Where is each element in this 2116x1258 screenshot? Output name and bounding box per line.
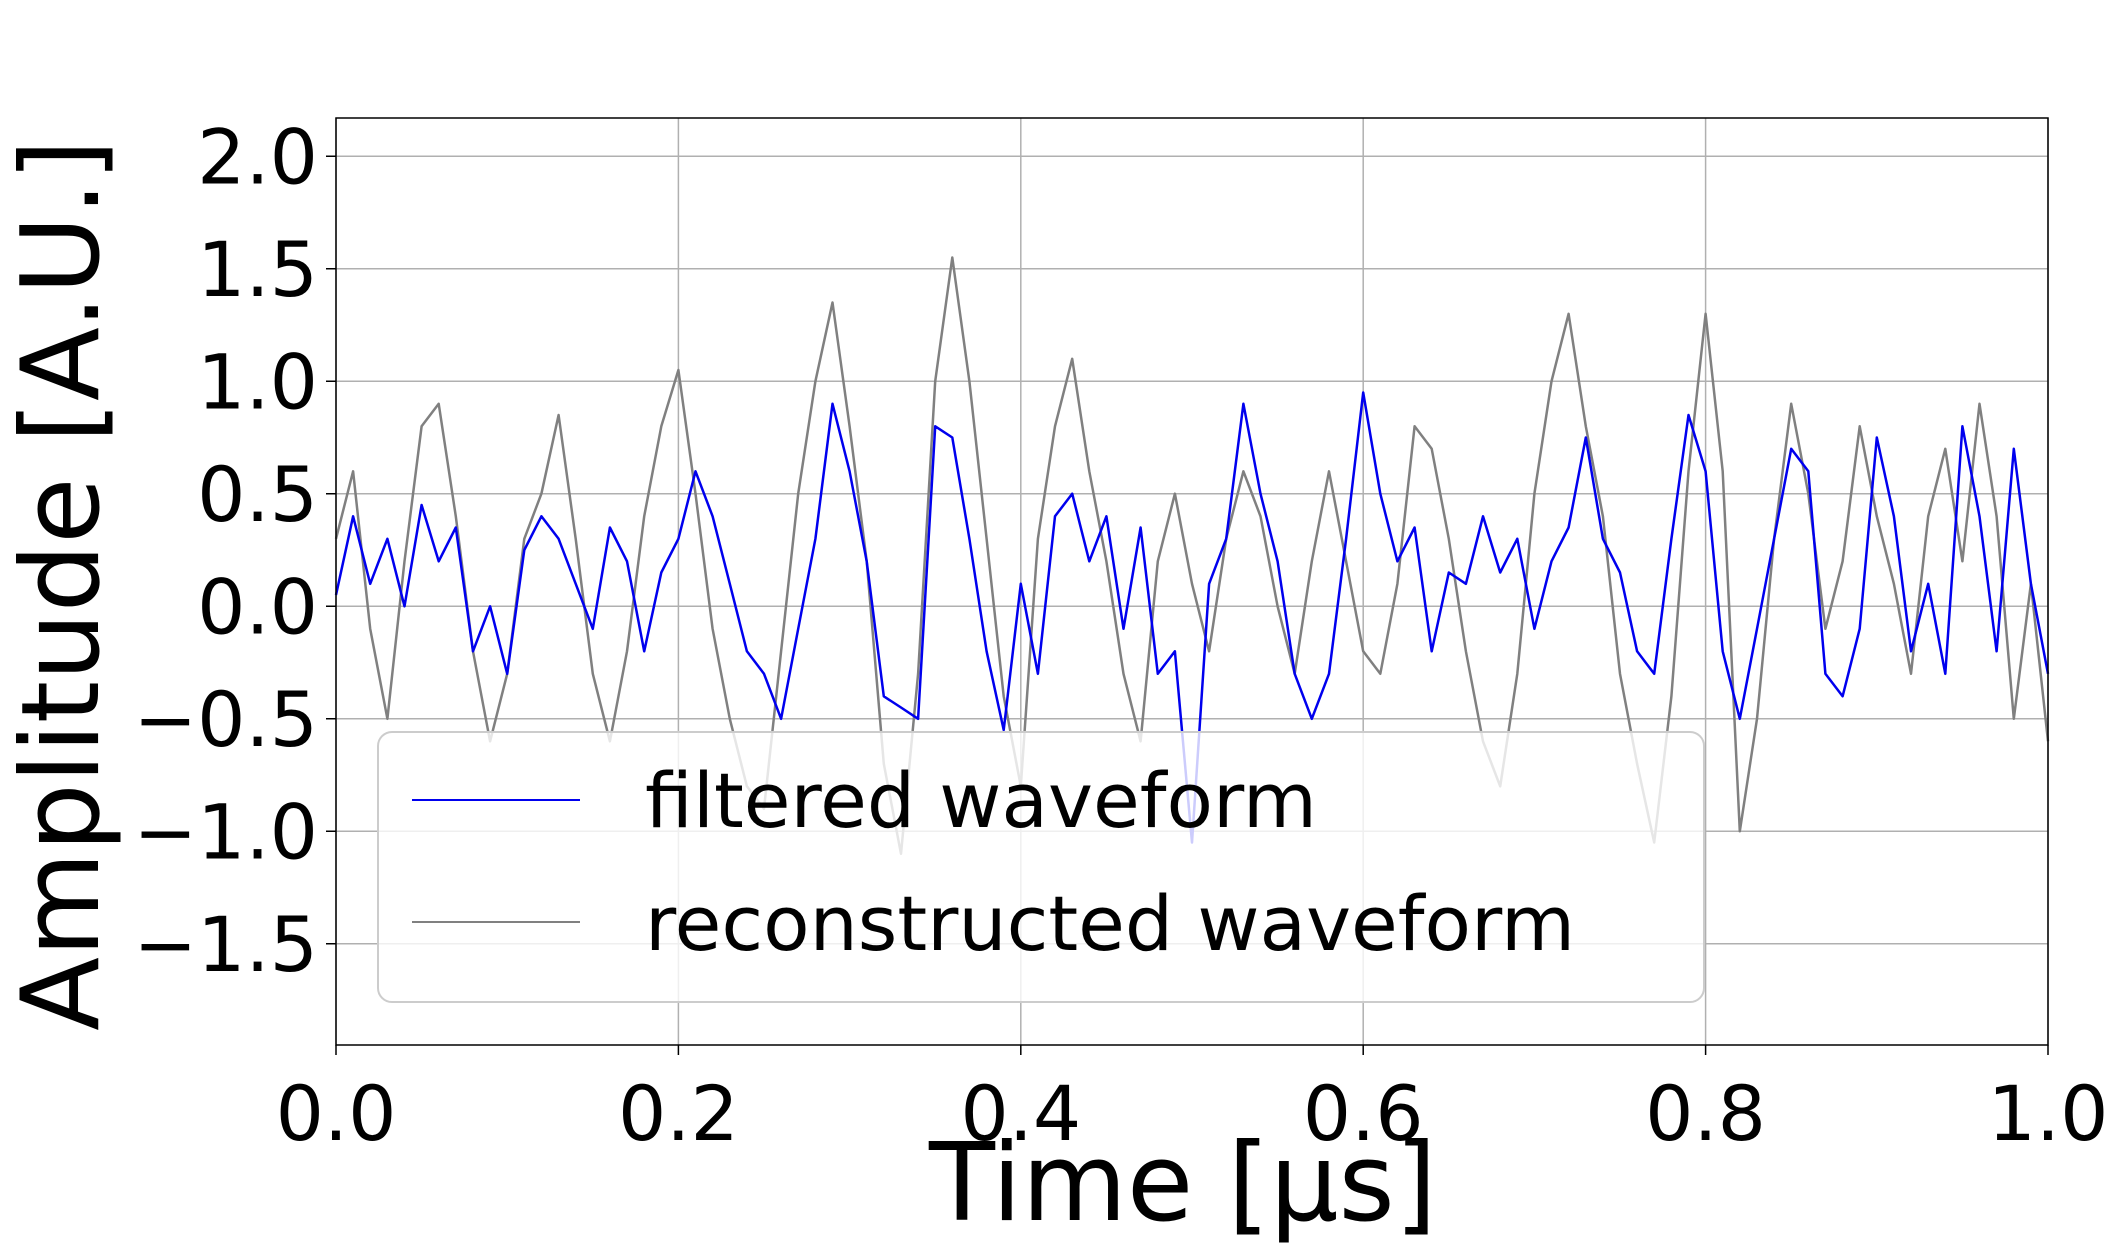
legend-box	[377, 731, 1705, 1003]
legend-label-reconstructed-waveform: reconstructed waveform	[645, 879, 1575, 968]
x-tick-label: 0.6	[1303, 1069, 1424, 1158]
y-tick-label: 1.5	[197, 225, 318, 314]
y-axis-label: Amplitude [A.U.]	[0, 139, 124, 1031]
x-axis-label: Time [μs]	[928, 1121, 1437, 1246]
y-tick-label: 1.0	[197, 337, 318, 426]
series-line-reconstructed-waveform	[334, 256, 2050, 856]
y-tick-label: −1.0	[133, 787, 318, 876]
x-tick-label: 0.8	[1645, 1069, 1766, 1158]
x-tick-label: 1.0	[1988, 1069, 2109, 1158]
x-tick-label: 0.2	[618, 1069, 739, 1158]
legend-label-filtered-waveform: filtered waveform	[645, 756, 1317, 845]
x-tick-label: 0.0	[276, 1069, 397, 1158]
x-tick-label: 0.4	[960, 1069, 1081, 1158]
y-tick-label: 2.0	[197, 112, 318, 201]
y-tick-label: 0.5	[197, 450, 318, 539]
y-tick-label: 0.0	[197, 562, 318, 651]
legend: filtered waveform reconstructed waveform	[377, 731, 1705, 1003]
tick-labels: 0.0 0.2 0.4 0.6 0.8 1.0 2.0 1.5 1.0 0.5 0.0 −0.5 −1.…	[133, 112, 2108, 1158]
y-tick-label: −0.5	[133, 675, 318, 764]
y-tick-label: −1.5	[133, 900, 318, 989]
plot-frame	[335, 117, 2049, 1046]
